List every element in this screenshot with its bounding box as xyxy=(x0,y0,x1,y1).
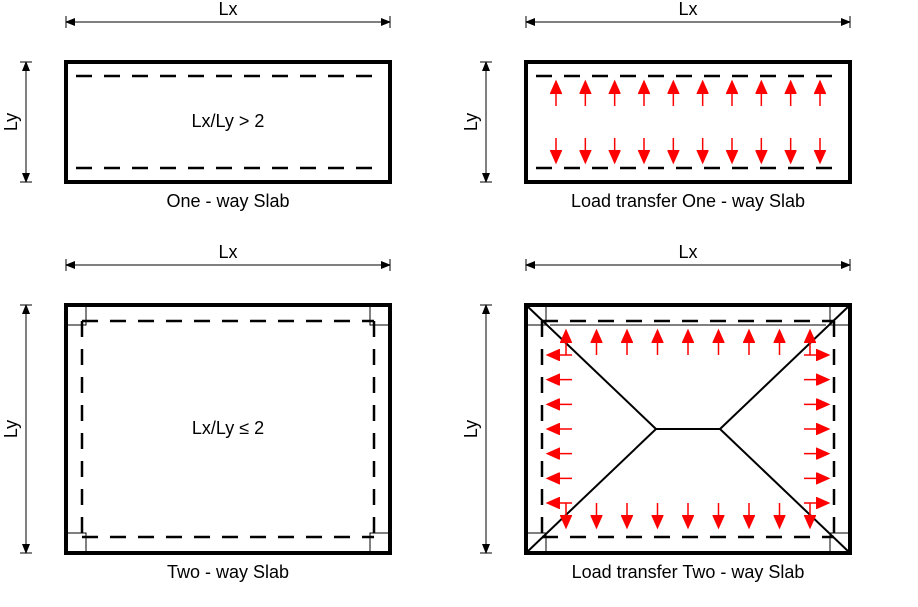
svg-text:Load transfer One - way Slab: Load transfer One - way Slab xyxy=(571,191,805,211)
svg-text:Ly: Ly xyxy=(461,420,481,438)
svg-text:Lx/Ly ≤ 2: Lx/Ly ≤ 2 xyxy=(192,418,264,438)
svg-text:Ly: Ly xyxy=(1,420,21,438)
svg-text:Two - way Slab: Two - way Slab xyxy=(167,562,289,582)
svg-text:Lx/Ly > 2: Lx/Ly > 2 xyxy=(192,111,265,131)
svg-text:Lx: Lx xyxy=(678,242,697,262)
svg-text:Ly: Ly xyxy=(1,113,21,131)
svg-text:Lx: Lx xyxy=(678,0,697,19)
svg-text:Ly: Ly xyxy=(461,113,481,131)
svg-text:Load transfer Two - way Slab: Load transfer Two - way Slab xyxy=(572,562,805,582)
svg-text:Lx: Lx xyxy=(218,0,237,19)
svg-text:Lx: Lx xyxy=(218,242,237,262)
svg-text:One - way Slab: One - way Slab xyxy=(166,191,289,211)
